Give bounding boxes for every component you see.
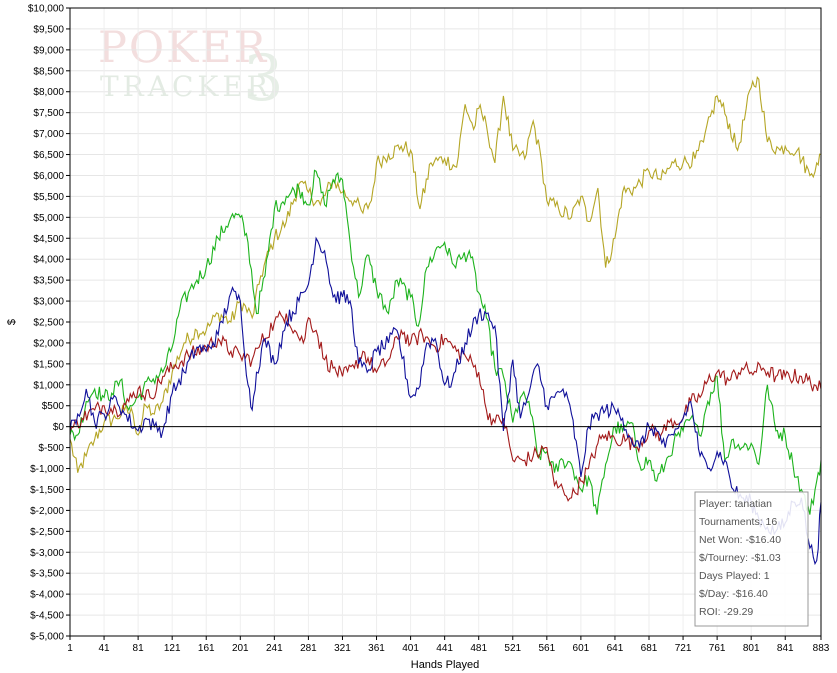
y-tick-label: $-2,500 xyxy=(30,527,64,538)
x-tick-label: 681 xyxy=(641,643,658,654)
watermark-logo: 3 POKER TRACKER xyxy=(98,23,284,116)
y-tick-label: $-1,000 xyxy=(30,464,64,475)
stats-box: Player: tanatian Tournaments: 16 Net Won… xyxy=(694,491,809,627)
stats-tournaments: Tournaments: 16 xyxy=(699,516,777,528)
x-tick-label: 281 xyxy=(300,643,317,654)
x-tick-label: 321 xyxy=(334,643,351,654)
y-tick-label: $500 xyxy=(42,401,65,412)
y-tick-label: $4,000 xyxy=(33,255,64,266)
watermark-line1: POKER xyxy=(98,23,268,73)
y-tick-label: $1,000 xyxy=(33,380,64,391)
x-tick-label: 801 xyxy=(743,643,760,654)
x-tick-label: 201 xyxy=(232,643,249,654)
y-tick-label: $-4,000 xyxy=(30,590,64,601)
stats-player: Player: tanatian xyxy=(699,498,772,510)
y-tick-label: $7,500 xyxy=(33,108,64,119)
y-tick-label: $0 xyxy=(53,422,65,433)
y-tick-label: $9,000 xyxy=(33,45,64,56)
y-tick-label: $8,500 xyxy=(33,66,64,77)
x-tick-label: 441 xyxy=(436,643,453,654)
y-tick-label: $9,500 xyxy=(33,24,64,35)
stats-net-won: Net Won: -$16.40 xyxy=(699,534,781,546)
x-tick-label: 81 xyxy=(133,643,145,654)
x-tick-label: 883 xyxy=(813,643,830,654)
x-tick-label: 41 xyxy=(98,643,110,654)
stats-box-background xyxy=(694,491,809,627)
y-tick-label: $2,000 xyxy=(33,338,64,349)
x-tick-label: 121 xyxy=(164,643,181,654)
watermark-line2: TRACKER xyxy=(100,70,272,103)
grid-lines xyxy=(69,7,822,637)
y-tick-label: $4,500 xyxy=(33,234,64,245)
x-tick-label: 161 xyxy=(198,643,215,654)
y-tick-label: $-3,000 xyxy=(30,548,64,559)
y-tick-label: $6,000 xyxy=(33,171,64,182)
y-tick-label: $5,000 xyxy=(33,213,64,224)
watermark-mark: 3 xyxy=(243,42,284,116)
series-line-2 xyxy=(69,169,822,515)
y-tick-label: $-3,500 xyxy=(30,569,64,580)
plot-border xyxy=(69,7,822,637)
x-tick-label: 721 xyxy=(675,643,692,654)
y-tick-label: $8,000 xyxy=(33,87,64,98)
x-tick-label: 521 xyxy=(504,643,521,654)
stats-per-tourney: $/Tourney: -$1.03 xyxy=(699,552,781,564)
x-axis-label: Hands Played xyxy=(411,659,480,671)
x-tick-label: 361 xyxy=(368,643,385,654)
y-axis-ticks: $10,000 $9,500 $9,000 $8,500 $8,000 $7,500 $7,… xyxy=(28,4,70,643)
x-tick-label: 761 xyxy=(709,643,726,654)
y-tick-label: $7,000 xyxy=(33,129,64,140)
y-tick-label: $2,500 xyxy=(33,318,64,329)
stats-per-day: $/Day: -$16.40 xyxy=(699,588,768,600)
series-line-1 xyxy=(69,75,822,473)
x-tick-label: 1 xyxy=(67,643,73,654)
y-tick-label: $-4,500 xyxy=(30,611,64,622)
x-tick-label: 561 xyxy=(538,643,555,654)
y-tick-label: $5,500 xyxy=(33,192,64,203)
series-line-4 xyxy=(69,236,822,566)
y-axis-label: $ xyxy=(6,319,18,325)
y-tick-label: $6,500 xyxy=(33,150,64,161)
y-tick-label: $-1,500 xyxy=(30,485,64,496)
x-tick-label: 841 xyxy=(777,643,794,654)
x-tick-label: 601 xyxy=(573,643,590,654)
series-lines xyxy=(69,75,822,566)
stats-days-played: Days Played: 1 xyxy=(699,570,770,582)
y-tick-label: $-500 xyxy=(38,443,64,454)
stats-roi: ROI: -29.29 xyxy=(699,606,753,618)
y-tick-label: $-5,000 xyxy=(30,632,64,643)
x-tick-label: 241 xyxy=(266,643,283,654)
y-tick-label: $3,000 xyxy=(33,297,64,308)
x-tick-label: 641 xyxy=(607,643,624,654)
x-tick-label: 481 xyxy=(470,643,487,654)
y-tick-label: $3,500 xyxy=(33,276,64,287)
x-axis-ticks: 1 41 81 121 161 201 241 281 321 361 401 441 481 521 56… xyxy=(67,636,830,654)
series-line-3 xyxy=(69,310,822,502)
y-tick-label: $10,000 xyxy=(28,4,65,15)
y-tick-label: $-2,000 xyxy=(30,506,64,517)
x-tick-label: 401 xyxy=(402,643,419,654)
y-tick-label: $1,500 xyxy=(33,359,64,370)
